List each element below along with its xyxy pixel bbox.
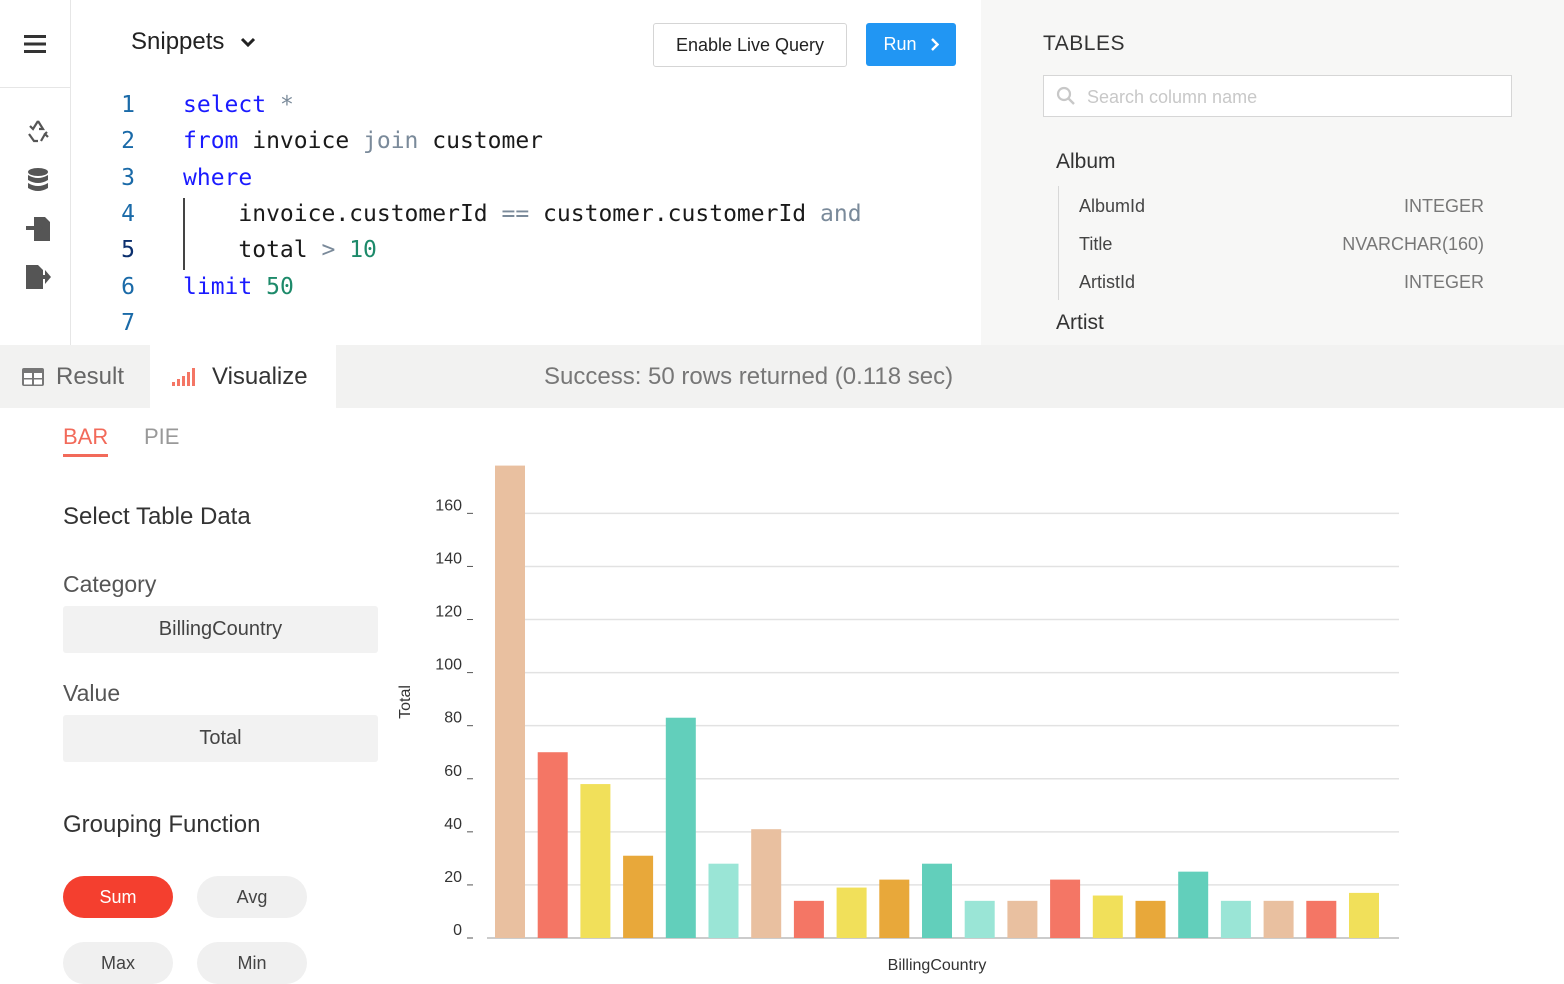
- column-row[interactable]: AlbumId INTEGER: [1079, 196, 1484, 217]
- column-name: AlbumId: [1079, 196, 1146, 216]
- column-name: ArtistId: [1079, 272, 1136, 292]
- status-message: Success: 50 rows returned (0.118 sec): [544, 363, 954, 390]
- hamburger-icon: [24, 34, 46, 53]
- bar: [793, 900, 824, 938]
- chart-tab-pie[interactable]: PIE: [144, 424, 180, 449]
- run-button[interactable]: Run: [866, 23, 956, 66]
- tab-visualize[interactable]: Visualize: [150, 345, 336, 408]
- search-placeholder: Search column name: [1087, 87, 1258, 107]
- tab-result-label: Result: [56, 362, 125, 390]
- snippets-label: Snippets: [131, 28, 225, 55]
- bar: [708, 863, 739, 938]
- snippets-dropdown[interactable]: Snippets: [131, 28, 256, 56]
- grouping-max-button[interactable]: Max: [63, 942, 173, 984]
- bar: [1306, 900, 1337, 938]
- database-icon[interactable]: [22, 165, 54, 195]
- y-tick-label: 160: [435, 497, 462, 514]
- line-number: 6: [121, 274, 135, 300]
- tab-result[interactable]: Result: [0, 345, 150, 408]
- code-line: select *: [183, 92, 294, 118]
- grouping-min-button[interactable]: Min: [197, 942, 307, 984]
- chevron-down-icon: [241, 37, 256, 47]
- tab-visualize-label: Visualize: [212, 362, 308, 390]
- enable-live-query-button[interactable]: Enable Live Query: [653, 23, 847, 67]
- y-tick-label: 140: [435, 550, 462, 567]
- column-row[interactable]: ArtistId INTEGER: [1079, 272, 1484, 293]
- bar: [1220, 900, 1251, 938]
- y-tick-label: 0: [453, 922, 462, 939]
- chevron-right-icon: [930, 38, 939, 51]
- line-number: 2: [121, 128, 135, 154]
- bar: [537, 752, 568, 938]
- line-number: 4: [121, 201, 135, 227]
- column-type: NVARCHAR(160): [1342, 234, 1484, 254]
- bar: [665, 717, 696, 938]
- bar: [1092, 895, 1123, 938]
- bar-chart: 0 20 40 60 80 100 120 140 160 BillingCountry Total: [397, 465, 1399, 974]
- code-line: total > 10: [183, 237, 377, 263]
- table-artist[interactable]: Artist: [1056, 311, 1104, 334]
- column-row[interactable]: Title NVARCHAR(160): [1079, 234, 1484, 255]
- select-table-data-title: Select Table Data: [63, 503, 251, 530]
- code-line: limit 50: [183, 274, 294, 300]
- indent-guide: [183, 198, 185, 270]
- export-icon[interactable]: [22, 262, 54, 292]
- line-number: 5: [121, 237, 135, 263]
- bar-chart-icon: [172, 367, 195, 386]
- code-line: where: [183, 165, 253, 191]
- line-number: 7: [121, 310, 135, 336]
- bar: [1178, 871, 1209, 938]
- column-name: Title: [1079, 234, 1113, 254]
- bar: [751, 829, 782, 938]
- tree-line: [1058, 186, 1059, 300]
- bar: [495, 465, 525, 938]
- bar: [623, 855, 654, 938]
- bar: [580, 784, 611, 938]
- y-tick-label: 100: [435, 657, 462, 674]
- bar: [1050, 879, 1081, 938]
- y-tick-label: 60: [444, 763, 462, 780]
- bar: [879, 879, 910, 938]
- y-tick-label: 80: [444, 710, 462, 727]
- line-number: 3: [121, 165, 135, 191]
- value-select[interactable]: Total: [63, 715, 378, 762]
- recycle-icon[interactable]: [22, 116, 54, 146]
- x-axis-label: BillingCountry: [888, 957, 987, 974]
- bar: [922, 863, 952, 938]
- bar: [1349, 892, 1379, 938]
- search-icon: [1056, 86, 1075, 105]
- bar: [1007, 900, 1038, 938]
- table-icon: [22, 367, 44, 386]
- code-line: from invoice join customer: [183, 128, 544, 154]
- bar: [1263, 900, 1294, 938]
- tables-panel: [981, 0, 1564, 345]
- import-icon[interactable]: [22, 214, 54, 244]
- category-label: Category: [63, 571, 157, 597]
- menu-button[interactable]: [0, 0, 70, 88]
- icon-rail: [0, 0, 71, 345]
- category-select[interactable]: BillingCountry: [63, 606, 378, 653]
- column-type: INTEGER: [1403, 196, 1484, 216]
- grouping-sum-button[interactable]: Sum: [63, 876, 173, 918]
- chart-tab-bar[interactable]: BAR: [63, 424, 109, 457]
- column-type: INTEGER: [1403, 272, 1484, 292]
- value-label: Value: [63, 680, 121, 706]
- tables-title: TABLES: [1043, 32, 1125, 55]
- grouping-function-title: Grouping Function: [63, 811, 261, 838]
- bar: [836, 887, 867, 938]
- bar: [964, 900, 995, 938]
- line-number: 1: [121, 92, 135, 118]
- grouping-avg-button[interactable]: Avg: [197, 876, 307, 918]
- run-label: Run: [883, 34, 917, 54]
- bar: [1135, 900, 1166, 938]
- code-line: invoice.customerId == customer.customerI…: [183, 201, 862, 227]
- table-album[interactable]: Album: [1056, 150, 1116, 173]
- y-tick-label: 120: [435, 604, 462, 621]
- column-search-input[interactable]: Search column name: [1043, 75, 1512, 117]
- y-axis-label: Total: [397, 685, 414, 719]
- y-tick-label: 20: [444, 869, 462, 886]
- y-tick-label: 40: [444, 816, 462, 833]
